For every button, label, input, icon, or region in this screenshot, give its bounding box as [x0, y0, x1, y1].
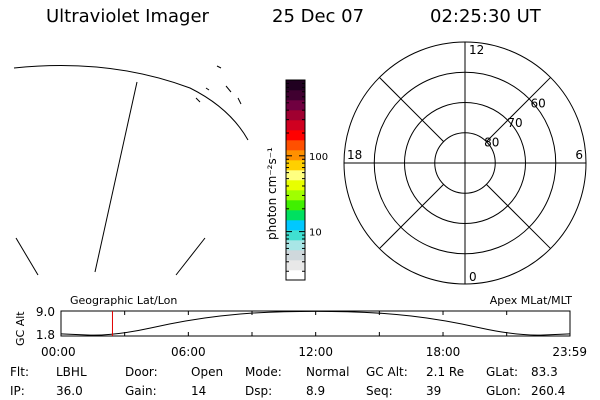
colorbar-swatch	[286, 230, 305, 241]
y-tick-label: 1.8	[36, 328, 55, 342]
colorbar-swatch	[286, 200, 305, 211]
gc-alt-chart: 00:00 06:00 12:00 18:00 23:59 9.0 1.8 GC Alt Geo…	[14, 294, 587, 359]
info-label: Flt:	[10, 365, 29, 379]
map-meridian-line	[94, 81, 138, 273]
lat-label: 80	[484, 136, 499, 150]
info-label: Dsp:	[245, 384, 273, 398]
x-tick-label: 12:00	[298, 345, 333, 359]
info-value: 14	[191, 384, 207, 398]
colorbar-frame	[285, 79, 306, 281]
info-value: 36.0	[56, 384, 83, 398]
polar-diagonal	[379, 184, 444, 249]
info-value: 260.4	[531, 384, 566, 398]
x-tick-label: 23:59	[552, 345, 587, 359]
info-value: 2.1 Re	[426, 365, 465, 379]
colorbar-swatch	[286, 100, 305, 111]
info-label: Seq:	[366, 384, 393, 398]
instrument-title: Ultraviolet Imager	[46, 6, 209, 27]
x-tick-label: 06:00	[171, 345, 206, 359]
info-label: Door:	[125, 365, 158, 379]
colorbar-label: photon cm⁻²s⁻¹	[265, 147, 279, 240]
colorbar-swatch	[286, 170, 305, 181]
x-tick-label: 18:00	[426, 345, 461, 359]
info-value: 8.9	[306, 384, 326, 398]
info-label: GC Alt:	[366, 365, 408, 379]
map-horizon-arc	[13, 65, 249, 141]
polar-diagonal	[486, 184, 551, 249]
colorbar-swatch	[286, 150, 305, 161]
info-label: Mode:	[245, 365, 282, 379]
apex-label: Apex MLat/MLT	[490, 294, 573, 307]
polar-diagonal	[486, 77, 551, 142]
info-value: 83.3	[531, 365, 558, 379]
colorbar-swatch	[286, 220, 305, 231]
mlt-label-18: 18	[347, 148, 362, 162]
info-label: GLat:	[486, 365, 519, 379]
map-grid-line	[175, 237, 206, 276]
x-tick-label: 00:00	[41, 345, 76, 359]
colorbar-swatch	[286, 240, 305, 251]
colorbar-swatch	[286, 160, 305, 171]
info-label: GLon:	[486, 384, 521, 398]
date-label: 25 Dec 07	[272, 6, 365, 27]
colorbar-swatch	[286, 80, 305, 91]
geographic-map	[13, 65, 249, 276]
info-value: LBHL	[56, 365, 87, 379]
coastline-fragments	[195, 65, 242, 105]
colorbar-swatch	[286, 260, 305, 271]
time-label: 02:25:30 UT	[430, 6, 541, 27]
info-value: 39	[426, 384, 442, 398]
gc-alt-series-line	[60, 310, 570, 336]
colorbar-swatch	[286, 210, 305, 221]
mlt-label-12: 12	[469, 43, 484, 57]
info-label: Gain:	[125, 384, 157, 398]
colorbar-swatch	[286, 130, 305, 141]
colorbar-swatch	[286, 250, 305, 261]
info-label: IP:	[10, 384, 25, 398]
mlt-label-6: 6	[575, 148, 583, 162]
colorbar-swatch	[286, 180, 305, 191]
colorbar-swatch	[286, 110, 305, 121]
colorbar-swatch	[286, 270, 305, 281]
colorbar-swatch	[286, 190, 305, 201]
colorbar-tick-label: 10	[309, 228, 322, 239]
mlt-label-0: 0	[469, 270, 477, 284]
polar-diagonal	[379, 77, 444, 142]
lat-label: 70	[507, 116, 522, 130]
colorbar-tick-label: 100	[309, 152, 328, 163]
colorbar-swatch	[286, 140, 305, 151]
y-axis-label: GC Alt	[14, 311, 27, 346]
colorbar-swatch	[286, 90, 305, 101]
geographic-label: Geographic Lat/Lon	[70, 294, 177, 307]
lat-label: 60	[531, 97, 546, 111]
colorbar-swatch	[286, 120, 305, 131]
map-grid-line	[15, 237, 39, 276]
info-value: Open	[191, 365, 224, 379]
title-bar: Ultraviolet Imager 25 Dec 07 02:25:30 UT	[0, 6, 600, 32]
y-tick-label: 9.0	[36, 305, 55, 319]
colorbar: 100 10	[285, 79, 328, 281]
info-value: Normal	[306, 365, 350, 379]
